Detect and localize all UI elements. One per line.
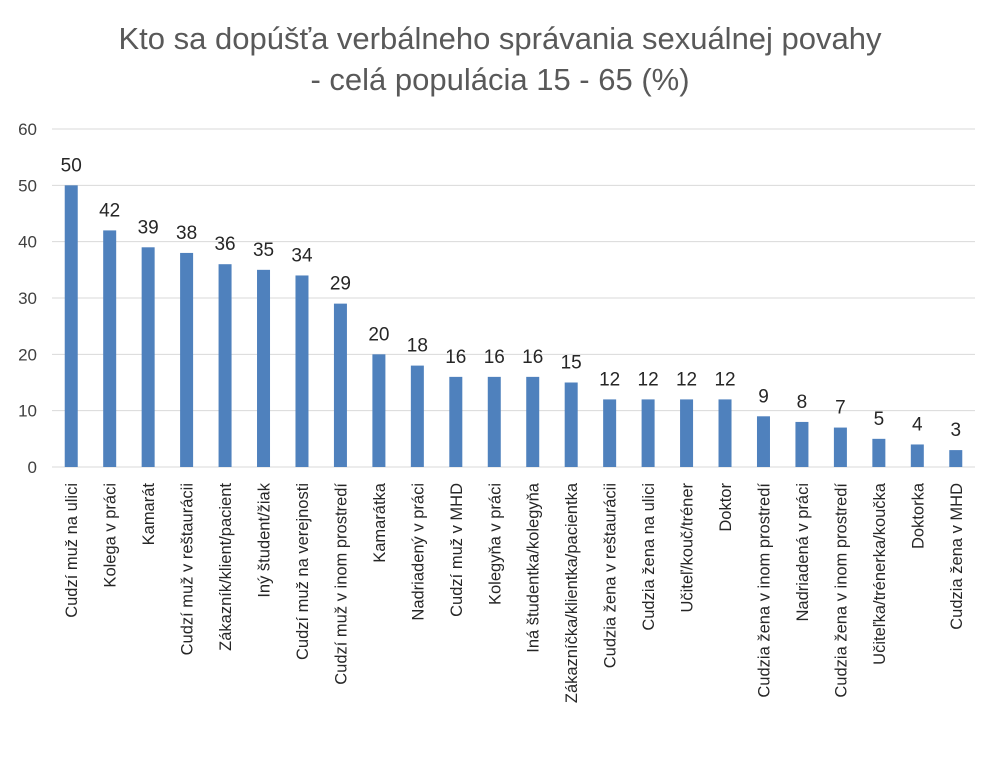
bar xyxy=(756,416,770,467)
category-label: Cudzí muž v reštaurácii xyxy=(179,483,197,655)
y-tick-label: 30 xyxy=(18,289,37,308)
data-label: 18 xyxy=(407,336,428,357)
bar xyxy=(833,427,847,467)
category-label: Doktorka xyxy=(909,482,927,549)
category-label: Zákazníčka/klientka/pacientka xyxy=(563,482,581,703)
bar xyxy=(872,438,886,467)
bar xyxy=(180,252,194,467)
data-label: 3 xyxy=(950,420,961,441)
category-label: Cudzí muž na ulici xyxy=(63,483,81,618)
bar xyxy=(603,399,617,467)
data-label: 29 xyxy=(330,274,351,295)
bar xyxy=(564,382,578,467)
bar xyxy=(333,303,347,467)
category-label: Cudzia žena na ulici xyxy=(640,483,658,631)
bar xyxy=(372,354,386,467)
bar xyxy=(795,421,809,467)
bar xyxy=(103,230,117,467)
y-tick-label: 40 xyxy=(18,233,37,252)
chart-title: Kto sa dopúšťa verbálneho správania sexu… xyxy=(118,21,882,56)
data-label: 12 xyxy=(599,369,620,390)
data-label: 4 xyxy=(912,414,923,435)
y-tick-label: 50 xyxy=(18,176,37,195)
bar xyxy=(257,269,271,467)
bar xyxy=(295,275,309,467)
y-tick-label: 10 xyxy=(18,402,37,421)
bar xyxy=(910,444,924,467)
data-label: 12 xyxy=(638,369,659,390)
category-label: Iná študentka/kolegyňa xyxy=(525,482,543,653)
category-label: Cudzia žena v inom prostredí xyxy=(832,483,850,698)
category-label: Cudzia žena v reštaurácii xyxy=(602,483,620,668)
category-label: Učiteľka/trénerka/koučka xyxy=(871,482,889,665)
bars xyxy=(64,185,963,468)
data-label: 16 xyxy=(484,347,505,368)
data-label: 5 xyxy=(874,409,885,430)
category-label: Cudzia žena v MHD xyxy=(948,483,966,630)
category-label: Cudzí muž v inom prostredí xyxy=(332,483,350,685)
category-label: Kolegyňa v práci xyxy=(486,483,504,605)
bar xyxy=(449,376,463,467)
data-label: 34 xyxy=(291,245,313,266)
x-axis: Cudzí muž na ulici Kolega v práci Kamarát C… xyxy=(63,482,966,703)
data-label: 36 xyxy=(214,234,235,255)
data-label: 16 xyxy=(522,347,543,368)
y-tick-label: 60 xyxy=(18,120,37,139)
data-label: 39 xyxy=(138,217,159,238)
y-tick-label: 0 xyxy=(28,458,37,477)
data-label: 35 xyxy=(253,240,274,261)
category-label: Iný študent/žiak xyxy=(256,482,274,597)
data-label: 7 xyxy=(835,398,846,419)
category-label: Kamarát xyxy=(140,483,158,546)
bar xyxy=(526,376,540,467)
data-label: 8 xyxy=(797,392,808,413)
bar xyxy=(487,376,501,467)
category-label: Cudzí muž v MHD xyxy=(448,483,466,617)
bar xyxy=(680,399,694,467)
bar xyxy=(410,365,424,467)
data-label: 15 xyxy=(561,353,582,374)
bar xyxy=(641,399,655,467)
category-label: Cudzia žena v inom prostredí xyxy=(755,483,773,698)
category-label: Doktor xyxy=(717,483,735,532)
y-axis: 0 10 20 30 40 50 60 xyxy=(18,120,37,477)
data-label: 42 xyxy=(99,200,120,221)
category-label: Kolega v práci xyxy=(102,483,120,588)
data-label: 12 xyxy=(714,369,735,390)
bar xyxy=(218,264,232,467)
category-label: Zákazník/klient/pacient xyxy=(217,483,235,651)
bar xyxy=(718,399,732,467)
data-label: 50 xyxy=(61,155,82,176)
category-label: Nadriadený v práci xyxy=(409,483,427,621)
bar xyxy=(64,185,78,468)
chart-subtitle: - celá populácia 15 - 65 (%) xyxy=(310,62,689,97)
y-tick-label: 20 xyxy=(18,345,37,364)
bar xyxy=(949,450,963,467)
category-label: Kamarátka xyxy=(371,482,389,563)
category-label: Učiteľ/kouč/tréner xyxy=(679,482,697,612)
category-label: Nadriadená v práci xyxy=(794,483,812,622)
bar xyxy=(141,247,155,467)
data-label: 12 xyxy=(676,369,697,390)
data-label: 16 xyxy=(445,347,466,368)
data-label: 9 xyxy=(758,386,769,407)
data-label: 20 xyxy=(368,324,389,345)
data-label: 38 xyxy=(176,223,197,244)
category-label: Cudzí muž na verejnosti xyxy=(294,483,312,660)
gridlines xyxy=(52,128,975,468)
